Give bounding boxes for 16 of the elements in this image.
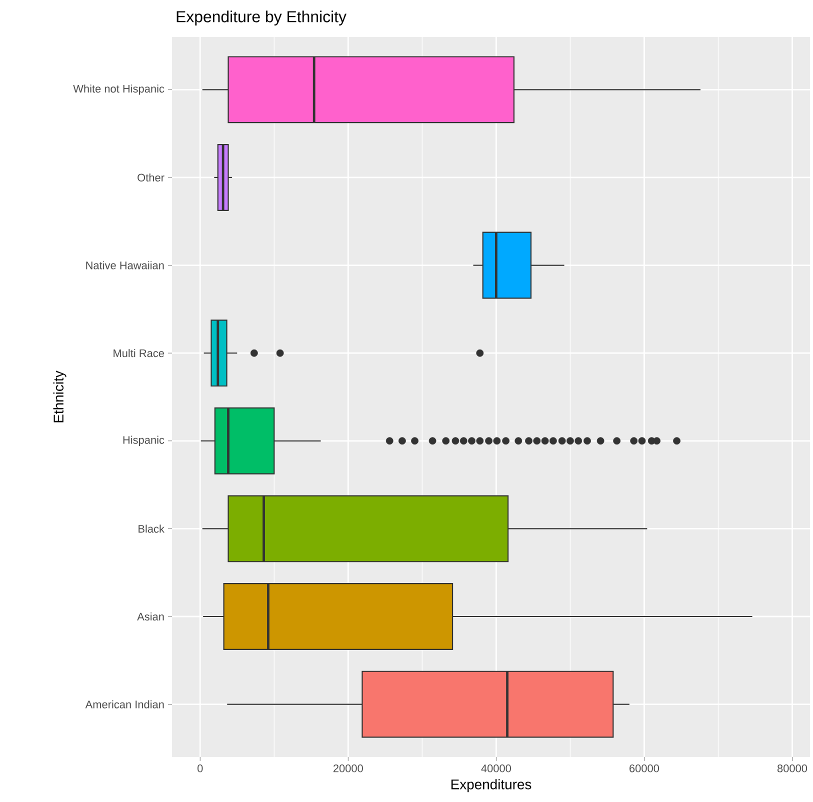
y-tick-label: Hispanic <box>123 436 164 446</box>
x-tick-label: 60000 <box>630 764 660 772</box>
x-axis-title: Expenditures <box>451 779 532 792</box>
y-tick-label: White not Hispanic <box>73 84 164 95</box>
y-axis-title: Ethnicity <box>53 370 66 422</box>
y-tick-label: Other <box>138 173 164 182</box>
y-tick-label: American Indian <box>85 700 164 708</box>
chart-title: Expenditure by Ethnicity <box>176 10 346 26</box>
y-tick-label: Multi Race <box>114 349 164 358</box>
x-tick-label: 20000 <box>333 764 363 772</box>
y-tick-label: Asian <box>137 612 164 621</box>
y-tick-label: Native Hawaiian <box>86 261 164 270</box>
x-tick-label: 80000 <box>777 764 808 772</box>
x-tick-label: 40000 <box>481 764 511 772</box>
y-tick-label: Black <box>138 524 165 533</box>
x-tick-label: 0 <box>198 764 203 772</box>
